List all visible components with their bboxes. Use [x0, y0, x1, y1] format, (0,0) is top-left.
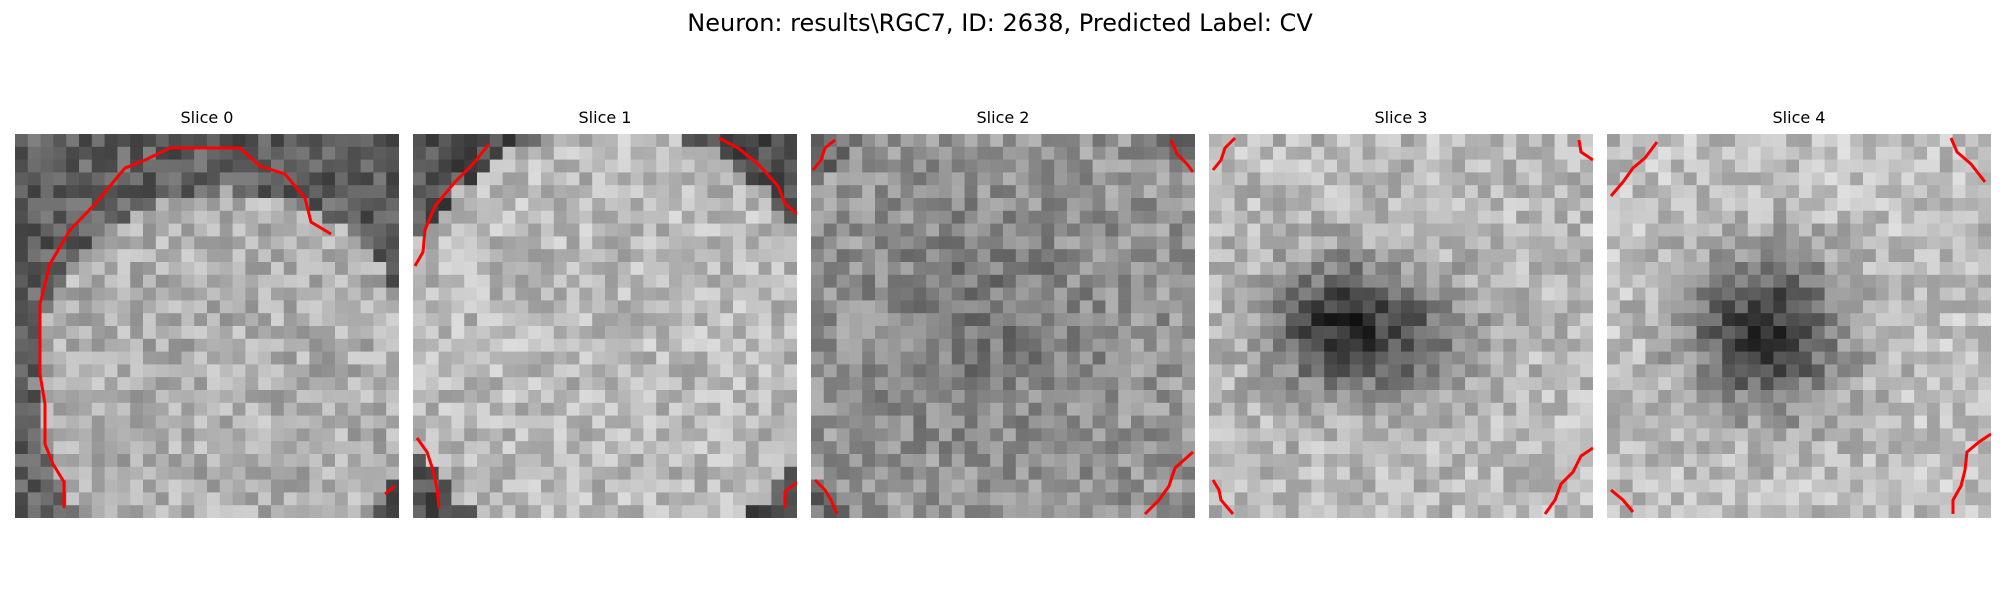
- slice-title-1: Slice 1: [578, 108, 632, 127]
- slice-image-0: [15, 134, 399, 518]
- slice-panel-3: Slice 3: [1209, 108, 1593, 518]
- contour-line-1a: [413, 143, 491, 267]
- contour-line-2d: [1143, 450, 1194, 516]
- contour-line-3c: [1211, 479, 1235, 515]
- slice-title-0: Slice 0: [180, 108, 234, 127]
- contour-line-4b: [1949, 137, 1987, 183]
- slice-title-4: Slice 4: [1772, 108, 1826, 127]
- contour-line-1d: [783, 480, 797, 508]
- slice-image-3: [1209, 134, 1593, 518]
- slice-panel-0: Slice 0: [15, 108, 399, 518]
- contour-line-4a: [1609, 141, 1659, 197]
- contour-line-3d: [1543, 446, 1593, 515]
- slice-panel-4: Slice 4: [1607, 108, 1991, 518]
- slice-title-3: Slice 3: [1374, 108, 1428, 127]
- slice-image-1: [413, 134, 797, 518]
- contour-line-0: [38, 146, 332, 508]
- contour-line-1c: [415, 437, 441, 509]
- slice-panel-2: Slice 2: [811, 108, 1195, 518]
- contour-line-3a: [1211, 136, 1237, 171]
- contour-line-4c: [1610, 488, 1635, 513]
- contour-line-2c: [813, 478, 839, 515]
- slice-image-4: [1607, 134, 1991, 518]
- slice-image-2: [811, 134, 1195, 518]
- contour-line-3b: [1577, 139, 1593, 162]
- contour-line-4d: [1951, 432, 1991, 514]
- figure-title: Neuron: results\RGC7, ID: 2638, Predicte…: [687, 9, 1313, 37]
- contour-line-0b: [384, 484, 396, 496]
- slice-title-2: Slice 2: [976, 108, 1030, 127]
- contour-line-2a: [811, 138, 836, 171]
- contour-line-1b: [718, 136, 797, 216]
- slice-panel-1: Slice 1: [413, 108, 797, 518]
- contour-line-2b: [1169, 139, 1195, 173]
